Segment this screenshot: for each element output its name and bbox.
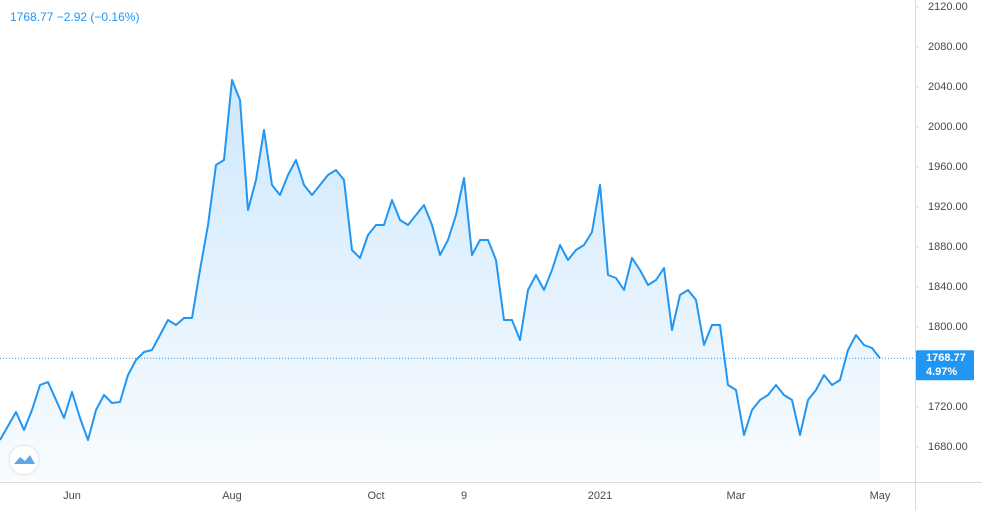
last-price-label: 1768.77 [926,352,966,364]
plot-area [0,79,881,482]
logo[interactable] [8,444,40,476]
logo-icon[interactable] [14,455,35,464]
y-tick-label: 1720.00 [928,401,968,413]
y-tick-label: 1680.00 [928,441,968,453]
y-tick-label: 2040.00 [928,81,968,93]
price-line [0,79,881,441]
area-fill [0,80,880,482]
logo-circle[interactable] [8,444,40,476]
y-tick-label: 2120.00 [928,1,968,13]
x-tick-label: Mar [727,490,746,502]
x-tick-label: 9 [461,490,467,502]
y-tick-label: 2000.00 [928,121,968,133]
last-price-box [916,350,974,381]
y-tick-label: 1800.00 [928,321,968,333]
y-tick-label: 1880.00 [928,241,968,253]
y-tick-label: 2080.00 [928,41,968,53]
x-tick-label: 2021 [588,490,612,502]
change-label: 4.97% [926,366,957,378]
x-tick-label: Oct [367,490,384,502]
x-tick-label: May [870,490,891,502]
header-quote: 1768.77 −2.92 (−0.16%) [10,10,139,24]
x-tick-label: Aug [222,490,242,502]
x-tick-label: Jun [63,490,81,502]
y-tick-label: 1920.00 [928,201,968,213]
y-tick-label: 1840.00 [928,281,968,293]
y-tick-label: 1960.00 [928,161,968,173]
